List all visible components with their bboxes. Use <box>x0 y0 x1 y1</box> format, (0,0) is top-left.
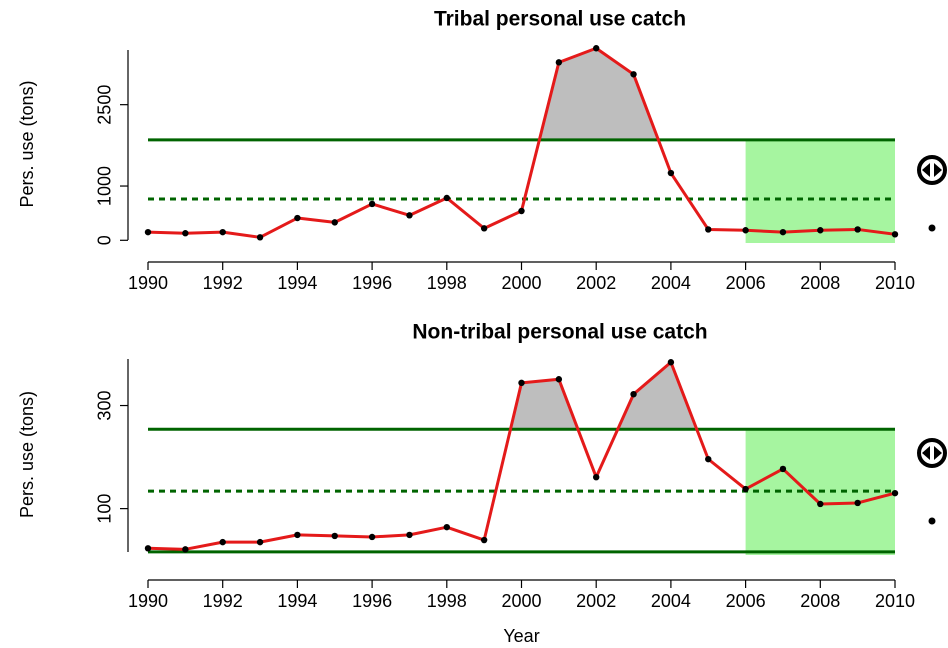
data-point <box>219 228 226 236</box>
x-tick-label: 2004 <box>651 273 691 293</box>
x-tick-label: 2002 <box>576 273 616 293</box>
x-tick-label: 2000 <box>501 591 541 611</box>
data-point <box>406 531 413 539</box>
data-point <box>144 228 152 236</box>
data-point <box>891 489 899 497</box>
data-point <box>182 230 189 237</box>
data-point <box>593 473 600 481</box>
x-tick-label: 2006 <box>726 273 766 293</box>
x-tick-label: 1998 <box>427 273 467 293</box>
data-point <box>480 536 488 544</box>
data-point <box>518 207 525 215</box>
y-axis-label: Pers. use (tons) <box>17 391 37 518</box>
data-point <box>331 532 338 540</box>
x-tick-label: 1998 <box>427 591 467 611</box>
y-tick-label: 1000 <box>95 166 115 206</box>
x-tick-label: 2010 <box>875 273 915 293</box>
data-point <box>294 214 301 222</box>
data-point <box>443 194 450 202</box>
data-point <box>555 59 563 66</box>
y-tick-label: 0 <box>95 235 115 245</box>
highlight-region <box>745 139 895 243</box>
data-point <box>630 391 637 398</box>
data-point <box>742 485 749 493</box>
y-tick-label: 300 <box>95 391 115 421</box>
x-tick-label: 2000 <box>501 273 541 293</box>
x-tick-label: 2002 <box>576 591 616 611</box>
data-point <box>294 531 301 539</box>
y-axis-label: Pers. use (tons) <box>17 80 37 207</box>
data-point <box>817 500 824 508</box>
data-point <box>779 228 787 236</box>
x-tick-label: 1996 <box>352 591 392 611</box>
data-point <box>331 219 338 226</box>
data-point <box>518 379 525 387</box>
x-tick-label: 1990 <box>128 273 168 293</box>
data-point <box>368 533 376 541</box>
data-point <box>144 545 152 552</box>
exceedance-fill <box>148 362 895 430</box>
data-point <box>555 376 563 383</box>
x-tick-label: 2008 <box>800 273 840 293</box>
y-tick-label: 100 <box>95 494 115 524</box>
x-tick-label: 1992 <box>203 273 243 293</box>
data-point <box>593 45 600 52</box>
x-tick-label: 1996 <box>352 273 392 293</box>
x-tick-label: 1990 <box>128 591 168 611</box>
x-axis-label: Year <box>503 626 539 646</box>
data-point <box>406 212 413 219</box>
chart-title: Tribal personal use catch <box>434 8 686 31</box>
data-point <box>219 538 226 546</box>
x-tick-label: 2006 <box>726 591 766 611</box>
data-point <box>779 465 787 473</box>
data-point <box>443 523 450 531</box>
x-tick-label: 1992 <box>203 591 243 611</box>
data-point <box>256 538 264 546</box>
data-point <box>705 226 712 233</box>
x-tick-label: 2010 <box>875 591 915 611</box>
data-point <box>854 499 861 507</box>
x-tick-label: 2004 <box>651 591 691 611</box>
data-point <box>817 227 824 234</box>
legend-fragment <box>917 155 947 525</box>
x-tick-label: 1994 <box>277 273 317 293</box>
chart-title: Non-tribal personal use catch <box>412 321 707 344</box>
data-point <box>630 71 637 78</box>
y-tick-label: 2500 <box>95 85 115 125</box>
data-point <box>742 227 749 234</box>
data-point <box>667 359 675 366</box>
data-point <box>256 234 264 241</box>
data-point <box>854 226 861 233</box>
x-tick-label: 2008 <box>800 591 840 611</box>
data-point <box>480 225 488 232</box>
x-tick-label: 1994 <box>277 591 317 611</box>
data-point <box>368 200 376 208</box>
data-point <box>891 231 899 238</box>
data-point <box>667 169 675 177</box>
data-point <box>182 546 189 553</box>
data-point <box>705 455 712 463</box>
